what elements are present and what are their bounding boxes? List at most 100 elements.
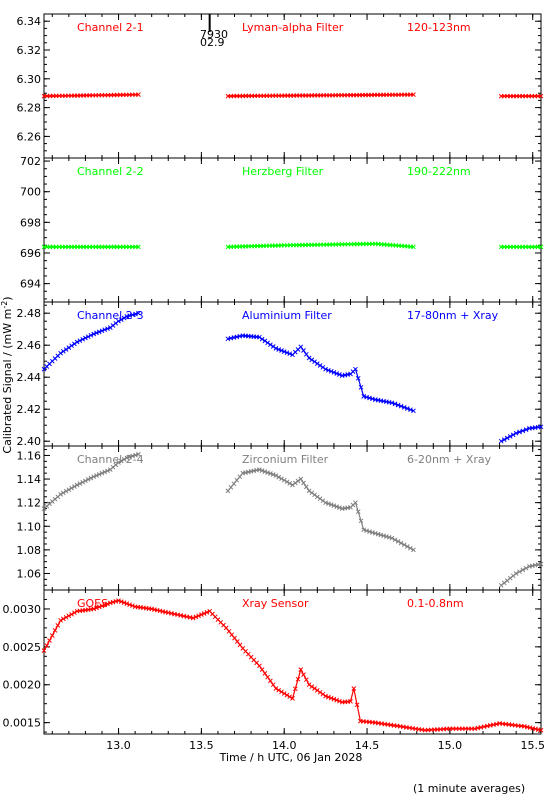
data-point [337, 698, 342, 704]
data-point [130, 603, 135, 609]
panel-frame [43, 445, 542, 591]
y-tick-label: 1.10 [17, 520, 42, 533]
data-point [331, 503, 337, 508]
data-point [317, 496, 323, 502]
marker-label-1: 7930 [200, 28, 228, 41]
data-point [284, 350, 290, 356]
data-point [337, 505, 342, 510]
panel-frame [43, 589, 542, 735]
y-tick-label: 1.14 [17, 473, 42, 486]
y-axis-label-tail: ) [1, 296, 14, 300]
data-point [88, 332, 94, 338]
series-line [43, 599, 542, 731]
data-point [69, 485, 74, 491]
data-point [328, 368, 334, 374]
data-point [105, 601, 110, 607]
data-point [408, 545, 413, 551]
data-point [60, 348, 66, 354]
data-point [517, 429, 522, 435]
data-point [136, 451, 141, 457]
data-point [290, 696, 295, 701]
y-tick-label: 2.40 [17, 435, 42, 448]
data-point [72, 610, 77, 616]
data-point [513, 430, 519, 436]
data-point [204, 610, 210, 615]
data-point [199, 612, 204, 617]
data-point [323, 693, 328, 699]
data-point [91, 331, 97, 337]
data-point [257, 663, 262, 669]
data-point [69, 343, 74, 349]
data-point [398, 540, 404, 546]
x-tick-label: 15.5 [520, 739, 545, 752]
data-point [77, 481, 83, 486]
data-point [378, 532, 384, 538]
data-point [72, 341, 77, 347]
data-point [303, 677, 309, 683]
series-3 [498, 424, 544, 444]
data-point [334, 697, 340, 703]
data-point [326, 367, 331, 373]
data-point [337, 372, 342, 377]
data-point [281, 477, 287, 483]
data-point [69, 611, 74, 617]
y-tick-label: 0.0025 [3, 641, 42, 654]
panel-filter-label: Aluminium Filter [242, 309, 332, 322]
panel-band-label: 190-222nm [407, 165, 471, 178]
data-point [60, 490, 66, 496]
y-tick-label: 6.30 [17, 73, 42, 86]
data-point [99, 603, 105, 609]
data-point [268, 471, 273, 476]
data-point [196, 613, 201, 619]
data-point [411, 244, 416, 250]
data-point [320, 364, 326, 370]
data-point [102, 602, 108, 608]
data-point [80, 479, 86, 485]
y-tick-label: 1.16 [17, 449, 42, 462]
data-point [389, 535, 395, 541]
data-point [358, 518, 364, 524]
panel-band-label: 0.1-0.8nm [407, 597, 464, 610]
data-point [323, 366, 328, 372]
y-axis-label: Calibrated Signal / (mW m-2) [0, 296, 14, 453]
data-point [301, 480, 306, 486]
data-point [354, 702, 360, 708]
data-point [331, 696, 337, 702]
data-point [102, 469, 108, 475]
data-point [58, 492, 63, 497]
data-point [113, 599, 119, 604]
y-tick-label: 694 [20, 278, 41, 291]
data-point [118, 599, 124, 604]
data-point [58, 350, 63, 356]
data-point [392, 537, 398, 543]
data-point [276, 687, 282, 693]
panel-channel-label: Channel 2-2 [77, 165, 144, 178]
data-point [287, 351, 293, 357]
data-point [401, 405, 407, 410]
y-tick-label: 2.42 [17, 403, 42, 416]
y-tick-label: 0.0030 [3, 603, 42, 616]
data-point [306, 488, 312, 494]
data-point [523, 427, 529, 432]
series-2 [225, 92, 416, 99]
data-point [259, 468, 265, 473]
data-point [273, 346, 279, 351]
data-point [41, 648, 47, 653]
y-tick-label: 6.34 [17, 15, 42, 28]
data-point [63, 488, 69, 494]
data-point [273, 473, 279, 478]
data-point [303, 484, 309, 490]
data-point [281, 691, 287, 696]
y-axis-label-sup: -2 [0, 301, 9, 309]
x-tick-label: 13.0 [106, 739, 131, 752]
data-point [66, 613, 72, 619]
data-point [298, 476, 304, 482]
data-point [60, 616, 66, 622]
data-point [121, 457, 127, 462]
y-tick-label: 696 [20, 247, 41, 260]
data-point [259, 667, 265, 672]
data-point [395, 539, 401, 544]
data-point [257, 334, 262, 340]
data-point [279, 689, 284, 695]
